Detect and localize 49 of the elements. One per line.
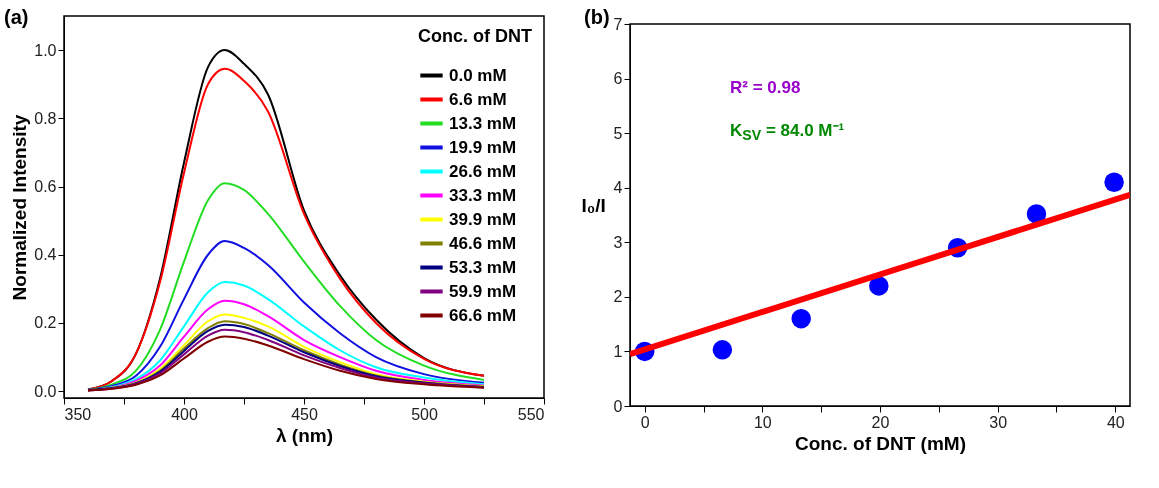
legend-label: 0.0 mM [449,65,507,85]
y-tick-label: 1.0 [34,41,57,59]
legend-label: 66.6 mM [449,305,517,325]
y-tick-label: 0.0 [34,382,57,400]
point [712,340,733,360]
x-tick-label: 20 [871,413,890,431]
y-axis-title: Normalized Intensity [9,114,31,301]
y-tick-label: 6 [613,70,623,88]
x-axis-title: Conc. of DNT (mM) [795,432,966,454]
y-axis-title: I₀/I [581,194,606,216]
x-tick-label: 0 [640,413,650,431]
y-tick-label: 5 [613,124,623,142]
point [1026,204,1047,224]
x-tick-label: 40 [1106,413,1125,431]
x-tick-label: 30 [989,413,1008,431]
y-tick-label: 0.6 [34,178,57,196]
text: (b) [584,6,610,29]
point [791,308,811,329]
y-tick-label: 0.8 [34,109,57,127]
x-tick-label: 500 [411,405,438,423]
y-tick-label: 1 [613,342,623,360]
annotation: R² = 0.98 [730,78,801,98]
point [1104,172,1124,192]
x-tick-label: 450 [291,405,318,423]
x-tick-label: 350 [64,405,92,423]
y-tick-label: 7 [613,15,623,33]
legend-label: 6.6 mM [449,89,507,109]
y-tick-label: 0.4 [34,246,57,264]
y-tick-label: 0.2 [34,314,57,332]
legend-label: 39.9 mM [449,209,517,229]
legend-label: 59.9 mM [449,281,517,301]
legend-label: 33.3 mM [449,185,517,205]
legend-label: 13.3 mM [449,113,517,133]
legend-label: 26.6 mM [449,161,517,181]
y-tick-label: 3 [613,233,623,251]
point [869,276,889,296]
x-tick-label: 10 [753,413,772,431]
legend-label: 19.9 mM [449,137,517,157]
annotation: K$_{SV}$ = 84.0 M⁻¹ [730,120,845,144]
x-tick-label: 550 [517,405,545,423]
x-axis-title: λ (nm) [276,424,333,446]
y-tick-label: 4 [613,179,623,197]
y-tick-label: 2 [613,288,623,306]
line-series [87,182,485,391]
x-tick-label: 400 [171,405,198,423]
legend-title: Conc. of DNT [418,26,532,46]
legend-label: 46.6 mM [449,233,517,253]
legend-label: 53.3 mM [449,257,517,277]
text: (a) [4,6,29,29]
